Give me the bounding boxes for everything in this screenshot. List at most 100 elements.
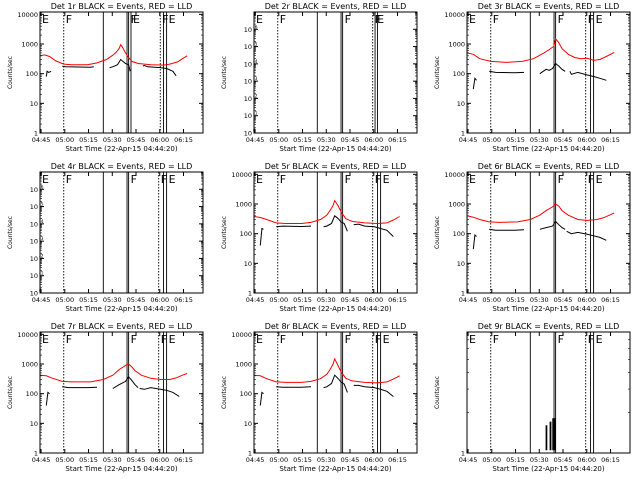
y-tick-label: 10 — [244, 260, 252, 268]
x-tick-label: 06:15 — [601, 136, 620, 144]
x-tick-label: 06:00 — [577, 136, 596, 144]
plot-area — [254, 199, 400, 246]
events-series-line — [62, 386, 98, 389]
x-tick-label: 06:00 — [364, 296, 383, 304]
y-tick-label: 1000 — [21, 41, 38, 49]
events-series-line — [539, 62, 566, 75]
marker-label: F — [345, 173, 351, 186]
y-tick-exponent: -2 — [253, 93, 258, 99]
marker-label: F — [493, 333, 499, 346]
plot-frame — [466, 331, 631, 454]
y-tick-label: 1 — [248, 450, 252, 458]
marker-label: F — [558, 13, 564, 26]
y-tick-label: 10 — [244, 60, 252, 68]
x-tick-label: 06:00 — [150, 296, 169, 304]
y-tick-label: 100 — [453, 70, 465, 78]
x-axis-label: Start Time (22-Apr-15 04:44:20) — [492, 465, 604, 473]
y-tick-label: 10 — [30, 272, 38, 280]
y-tick-label: 1 — [34, 450, 38, 458]
panel-title: Det 5r BLACK = Events, RED = LLD — [265, 162, 407, 171]
marker-label: F — [280, 173, 286, 186]
lld-series-line — [40, 43, 188, 66]
x-tick-label: 04:45 — [459, 136, 478, 144]
plot-frame — [39, 171, 204, 294]
x-tick-label: 05:15 — [506, 296, 525, 304]
x-tick-label: 05:45 — [341, 296, 360, 304]
marker-label: E — [377, 13, 384, 26]
plot-area — [254, 357, 400, 406]
marker-label: E — [42, 333, 49, 346]
y-axis-label: Counts/sec — [7, 216, 14, 249]
marker-label: E — [256, 13, 263, 26]
x-tick-label: 05:15 — [293, 136, 312, 144]
marker-label: F — [66, 333, 72, 346]
x-tick-label: 04:45 — [459, 456, 478, 464]
y-tick-label: 10 — [30, 238, 38, 246]
y-axis-label: Counts/sec — [434, 216, 441, 249]
y-tick-label: 10 — [30, 290, 38, 298]
x-tick-label: 04:45 — [246, 456, 265, 464]
y-tick-exponent: -4 — [253, 59, 258, 65]
x-tick-label: 05:15 — [79, 456, 98, 464]
marker-label: F — [493, 173, 499, 186]
y-tick-exponent: -5 — [39, 202, 44, 208]
x-tick-label: 06:15 — [174, 136, 193, 144]
marker-label: E — [596, 13, 603, 26]
y-tick-label: 10 — [244, 130, 252, 138]
x-tick-label: 06:00 — [577, 456, 596, 464]
marker-label: F — [280, 13, 286, 26]
x-tick-label: 04:45 — [459, 296, 478, 304]
x-tick-label: 05:45 — [127, 136, 146, 144]
marker-label: F — [131, 333, 137, 346]
y-tick-exponent: -1 — [253, 111, 258, 117]
x-tick-label: 06:00 — [150, 456, 169, 464]
marker-label: E — [42, 173, 49, 186]
x-tick-label: 05:45 — [341, 456, 360, 464]
x-tick-label: 05:00 — [482, 296, 501, 304]
lld-series-line — [467, 37, 615, 63]
x-tick-label: 05:00 — [269, 136, 288, 144]
x-tick-label: 05:00 — [269, 296, 288, 304]
marker-label: E — [469, 13, 476, 26]
x-axis-label: Start Time (22-Apr-15 04:44:20) — [65, 145, 177, 153]
x-tick-label: 05:30 — [530, 136, 549, 144]
x-axis-label: Start Time (22-Apr-15 04:44:20) — [279, 465, 391, 473]
y-tick-label: 10000 — [444, 11, 465, 19]
x-tick-label: 06:15 — [388, 296, 407, 304]
marker-label: F — [162, 13, 168, 26]
y-axis-label: Counts/sec — [221, 56, 228, 89]
y-axis-label: Counts/sec — [221, 376, 228, 409]
y-tick-label: 10 — [244, 26, 252, 34]
x-tick-label: 05:30 — [530, 296, 549, 304]
x-tick-label: 04:45 — [32, 456, 51, 464]
panel-det-2: Det 2r BLACK = Events, RED = LLD Counts/s… — [221, 2, 418, 153]
plot-frame — [39, 11, 204, 134]
y-tick-label: 1000 — [21, 361, 38, 369]
x-tick-label: 06:15 — [601, 296, 620, 304]
y-tick-exponent: -2 — [39, 253, 44, 259]
events-series-line — [489, 70, 525, 74]
marker-label: F — [131, 173, 137, 186]
y-axis-label: Counts/sec — [221, 216, 228, 249]
x-axis-label: Start Time (22-Apr-15 04:44:20) — [65, 465, 177, 473]
y-tick-exponent: -5 — [253, 42, 258, 48]
y-tick-exponent: -6 — [253, 24, 258, 30]
marker-label: F — [280, 333, 286, 346]
x-tick-label: 05:30 — [317, 456, 336, 464]
x-tick-label: 05:00 — [482, 456, 501, 464]
x-tick-label: 06:15 — [601, 456, 620, 464]
events-series-line — [62, 65, 94, 68]
plot-frame — [253, 331, 418, 454]
x-tick-label: 05:15 — [293, 296, 312, 304]
events-series-line — [112, 375, 139, 389]
y-tick-label: 10 — [457, 100, 465, 108]
y-tick-label: 10 — [30, 203, 38, 211]
x-tick-label: 05:15 — [79, 296, 98, 304]
x-tick-label: 05:30 — [103, 136, 122, 144]
x-tick-label: 05:30 — [103, 456, 122, 464]
y-tick-label: 10 — [30, 186, 38, 194]
y-tick-exponent: -1 — [39, 271, 44, 277]
marker-label: E — [169, 173, 176, 186]
marker-label: F — [558, 333, 564, 346]
panel-det-9: Det 9r BLACK = Events, RED = LLD Counts/s… — [434, 322, 631, 473]
